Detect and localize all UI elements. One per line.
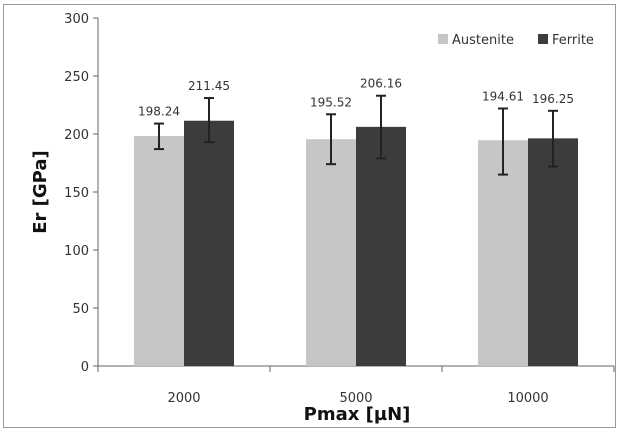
data-label-austenite-5000: 195.52 <box>310 95 352 109</box>
y-tick-label: 150 <box>64 186 89 201</box>
bar-austenite-2000 <box>134 136 184 366</box>
y-tick-label: 0 <box>81 360 89 375</box>
y-tick-label: 100 <box>64 244 89 259</box>
data-label-ferrite-10000: 196.25 <box>532 92 574 106</box>
y-axis-ticks: 0 50 100 150 200 250 300 <box>64 12 98 375</box>
bar-ferrite-2000 <box>184 120 234 366</box>
y-tick-label: 50 <box>72 302 89 317</box>
legend-swatch-ferrite <box>538 34 548 44</box>
bar-ferrite-10000 <box>528 138 578 366</box>
legend-label-ferrite: Ferrite <box>552 33 594 48</box>
x-axis-ticks: 2000 5000 10000 <box>97 366 615 406</box>
legend-swatch-austenite <box>438 34 448 44</box>
bar-ferrite-5000 <box>356 126 406 366</box>
data-label-ferrite-2000: 211.45 <box>188 79 230 93</box>
bar-austenite-10000 <box>478 140 528 366</box>
y-tick-label: 250 <box>64 70 89 85</box>
x-axis-title: Pmax [µN] <box>304 404 411 425</box>
x-tick-label: 2000 <box>167 391 200 406</box>
data-label-austenite-2000: 198.24 <box>138 105 180 119</box>
legend-label-austenite: Austenite <box>452 33 514 48</box>
y-axis-title: Er [GPa] <box>30 150 51 234</box>
error-bars <box>154 94 558 176</box>
x-tick-label: 10000 <box>507 391 548 406</box>
bar-austenite-5000 <box>306 139 356 366</box>
y-tick-label: 300 <box>64 12 89 27</box>
bars <box>134 120 578 366</box>
x-tick-label: 5000 <box>339 391 372 406</box>
legend: Austenite Ferrite <box>438 33 594 48</box>
y-tick-label: 200 <box>64 128 89 143</box>
data-label-austenite-10000: 194.61 <box>482 89 524 103</box>
data-label-ferrite-5000: 206.16 <box>360 77 402 91</box>
data-labels: 198.24 211.45 195.52 206.16 194.61 196.25 <box>138 77 574 119</box>
